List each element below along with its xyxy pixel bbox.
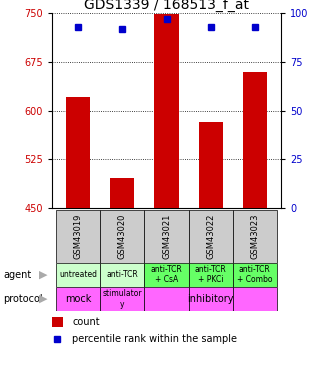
Bar <box>66 97 90 208</box>
Bar <box>56 210 100 262</box>
Bar <box>145 287 188 311</box>
Text: anti-TCR: anti-TCR <box>107 270 138 279</box>
Bar <box>110 178 135 208</box>
Text: stimulator
y: stimulator y <box>103 290 142 309</box>
Bar <box>56 287 100 311</box>
Bar <box>233 210 277 262</box>
Text: percentile rank within the sample: percentile rank within the sample <box>72 334 237 345</box>
Text: GSM43019: GSM43019 <box>74 214 83 259</box>
Text: count: count <box>72 317 100 327</box>
Bar <box>145 210 188 262</box>
Text: anti-TCR
+ CsA: anti-TCR + CsA <box>151 265 182 284</box>
Bar <box>100 210 145 262</box>
Bar <box>243 72 267 208</box>
Text: GSM43023: GSM43023 <box>250 213 259 259</box>
Bar <box>233 287 277 311</box>
Text: anti-TCR
+ Combo: anti-TCR + Combo <box>237 265 273 284</box>
Bar <box>100 287 145 311</box>
Bar <box>188 287 233 311</box>
Bar <box>56 262 100 287</box>
Bar <box>188 262 233 287</box>
Bar <box>155 14 178 208</box>
Text: GSM43022: GSM43022 <box>206 214 215 259</box>
Text: ▶: ▶ <box>39 270 48 280</box>
Text: untreated: untreated <box>59 270 97 279</box>
Text: GSM43020: GSM43020 <box>118 214 127 259</box>
Text: protocol: protocol <box>3 294 43 304</box>
Bar <box>188 210 233 262</box>
Text: mock: mock <box>65 294 91 304</box>
Bar <box>145 262 188 287</box>
Text: inhibitory: inhibitory <box>187 294 234 304</box>
Bar <box>100 262 145 287</box>
Bar <box>198 122 223 208</box>
Text: GSM43021: GSM43021 <box>162 214 171 259</box>
Bar <box>233 262 277 287</box>
Text: anti-TCR
+ PKCi: anti-TCR + PKCi <box>195 265 226 284</box>
Title: GDS1339 / 168513_f_at: GDS1339 / 168513_f_at <box>84 0 249 12</box>
Text: ▶: ▶ <box>39 294 48 304</box>
Bar <box>52 316 63 327</box>
Text: agent: agent <box>3 270 32 280</box>
